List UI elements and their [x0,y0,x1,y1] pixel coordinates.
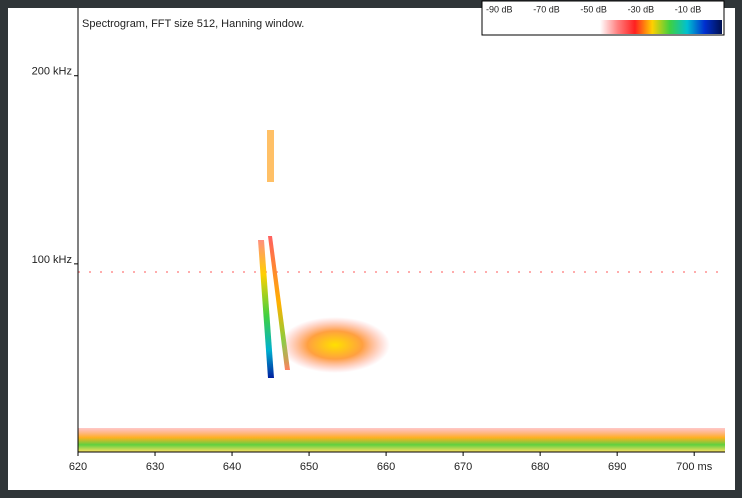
colorbar [600,20,722,34]
colorbar-label: -10 dB [675,4,702,14]
y-tick-label: 200 kHz [32,66,72,78]
x-tick-label: 660 [377,461,395,473]
spectrogram-image [78,130,725,452]
x-tick-label: 630 [146,461,164,473]
x-tick-label: 640 [223,461,241,473]
panel [8,8,735,490]
x-tick-label: 620 [69,461,87,473]
y-tick-label: 100 kHz [32,254,72,266]
x-tick-label: 680 [531,461,549,473]
colorbar-label: -70 dB [533,4,560,14]
x-tick-label: 670 [454,461,472,473]
colorbar-label: -50 dB [580,4,607,14]
x-tick-label: 690 [608,461,626,473]
colorbar-label: -90 dB [486,4,513,14]
x-tick-label: 650 [300,461,318,473]
x-tick-label: 700 ms [676,461,713,473]
colorbar-label: -30 dB [628,4,655,14]
chart-title: Spectrogram, FFT size 512, Hanning windo… [82,18,304,30]
